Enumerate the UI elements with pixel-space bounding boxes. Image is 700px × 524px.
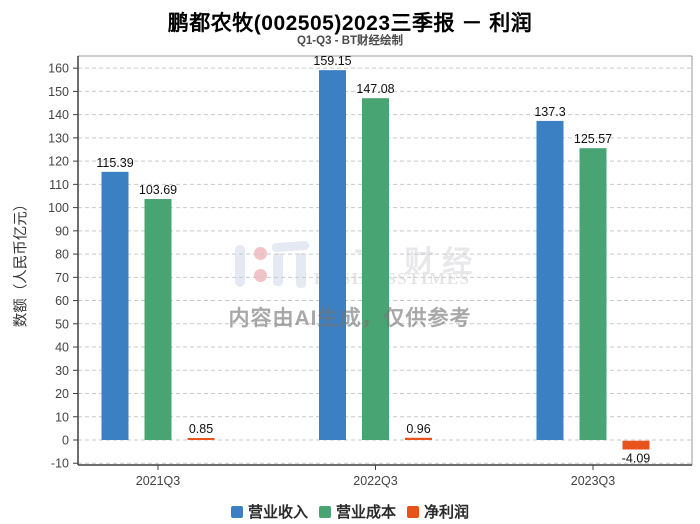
bt-logo-dot-icon — [254, 247, 267, 260]
y-tick-label: 0 — [62, 434, 69, 448]
y-tick-label: 150 — [48, 85, 69, 99]
y-tick-label: -10 — [51, 457, 69, 471]
bar-营业成本 — [144, 199, 172, 440]
legend-label: 营业成本 — [335, 504, 396, 521]
legend-item-净利润: 净利润 — [407, 501, 469, 522]
legend-item-营业收入: 营业收入 — [230, 501, 308, 522]
bar-value-label: 0.96 — [406, 422, 430, 436]
y-tick-label: 140 — [48, 108, 69, 122]
bt-logo-pi-icon — [273, 253, 283, 286]
y-tick-label: 110 — [49, 178, 69, 192]
y-tick-label: 40 — [55, 341, 69, 355]
x-category-label: 2021Q3 — [136, 474, 181, 488]
bar-value-label: 0.85 — [189, 422, 213, 436]
y-tick-label: 10 — [55, 410, 69, 424]
chart-subtitle: Q1-Q3 - BT财经绘制 — [296, 35, 404, 47]
bt-logo-pi-icon — [296, 253, 306, 288]
y-tick-label: 70 — [55, 271, 69, 285]
bar-value-label: 147.08 — [356, 82, 394, 96]
bt-logo-dot-icon — [254, 269, 267, 282]
bar-value-label: 115.39 — [96, 156, 133, 170]
bar-value-label: 137.3 — [534, 105, 565, 119]
bar-营业成本 — [362, 98, 389, 440]
chart-legend: 营业收入 营业成本 净利润 — [0, 501, 700, 522]
legend-label: 净利润 — [424, 504, 470, 521]
ai-generated-notice: 内容由AI生成，仅供参考 — [228, 307, 472, 330]
bar-净利润 — [622, 440, 650, 450]
bar-value-label: 103.69 — [139, 183, 177, 197]
bar-value-label: 125.57 — [574, 132, 612, 146]
legend-swatch-icon — [407, 505, 419, 518]
bar-营业收入 — [101, 171, 129, 441]
y-tick-label: 120 — [48, 155, 69, 169]
y-tick-label: 60 — [55, 294, 69, 308]
x-category-label: 2022Q3 — [353, 474, 398, 488]
bt-logo-bar-icon — [235, 245, 245, 287]
y-tick-label: 100 — [48, 201, 69, 215]
x-category-label: 2023Q3 — [571, 474, 616, 488]
legend-swatch-icon — [318, 505, 331, 518]
legend-item-营业成本: 营业成本 — [318, 501, 396, 522]
y-tick-label: 90 — [55, 224, 69, 238]
businesstimes-watermark-text: BUSINESSTIMES — [314, 269, 471, 288]
bar-净利润 — [405, 437, 432, 440]
bar-营业成本 — [579, 148, 607, 440]
y-tick-label: 20 — [55, 387, 69, 401]
bar-value-label: 159.15 — [313, 54, 351, 68]
bar-营业收入 — [536, 120, 564, 441]
y-tick-label: 30 — [55, 364, 69, 378]
bar-营业收入 — [319, 70, 346, 440]
y-tick-label: 160 — [48, 62, 69, 76]
y-tick-label: 80 — [55, 248, 69, 262]
legend-label: 营业收入 — [247, 504, 308, 521]
bar-净利润 — [187, 438, 215, 440]
legend-swatch-icon — [230, 505, 243, 518]
y-tick-label: 130 — [48, 131, 69, 145]
y-tick-label: 50 — [55, 317, 69, 331]
bar-value-label: -4.09 — [622, 452, 651, 466]
chart-title: 鹏都农牧(002505)2023三季报 － 利润 — [167, 12, 533, 35]
